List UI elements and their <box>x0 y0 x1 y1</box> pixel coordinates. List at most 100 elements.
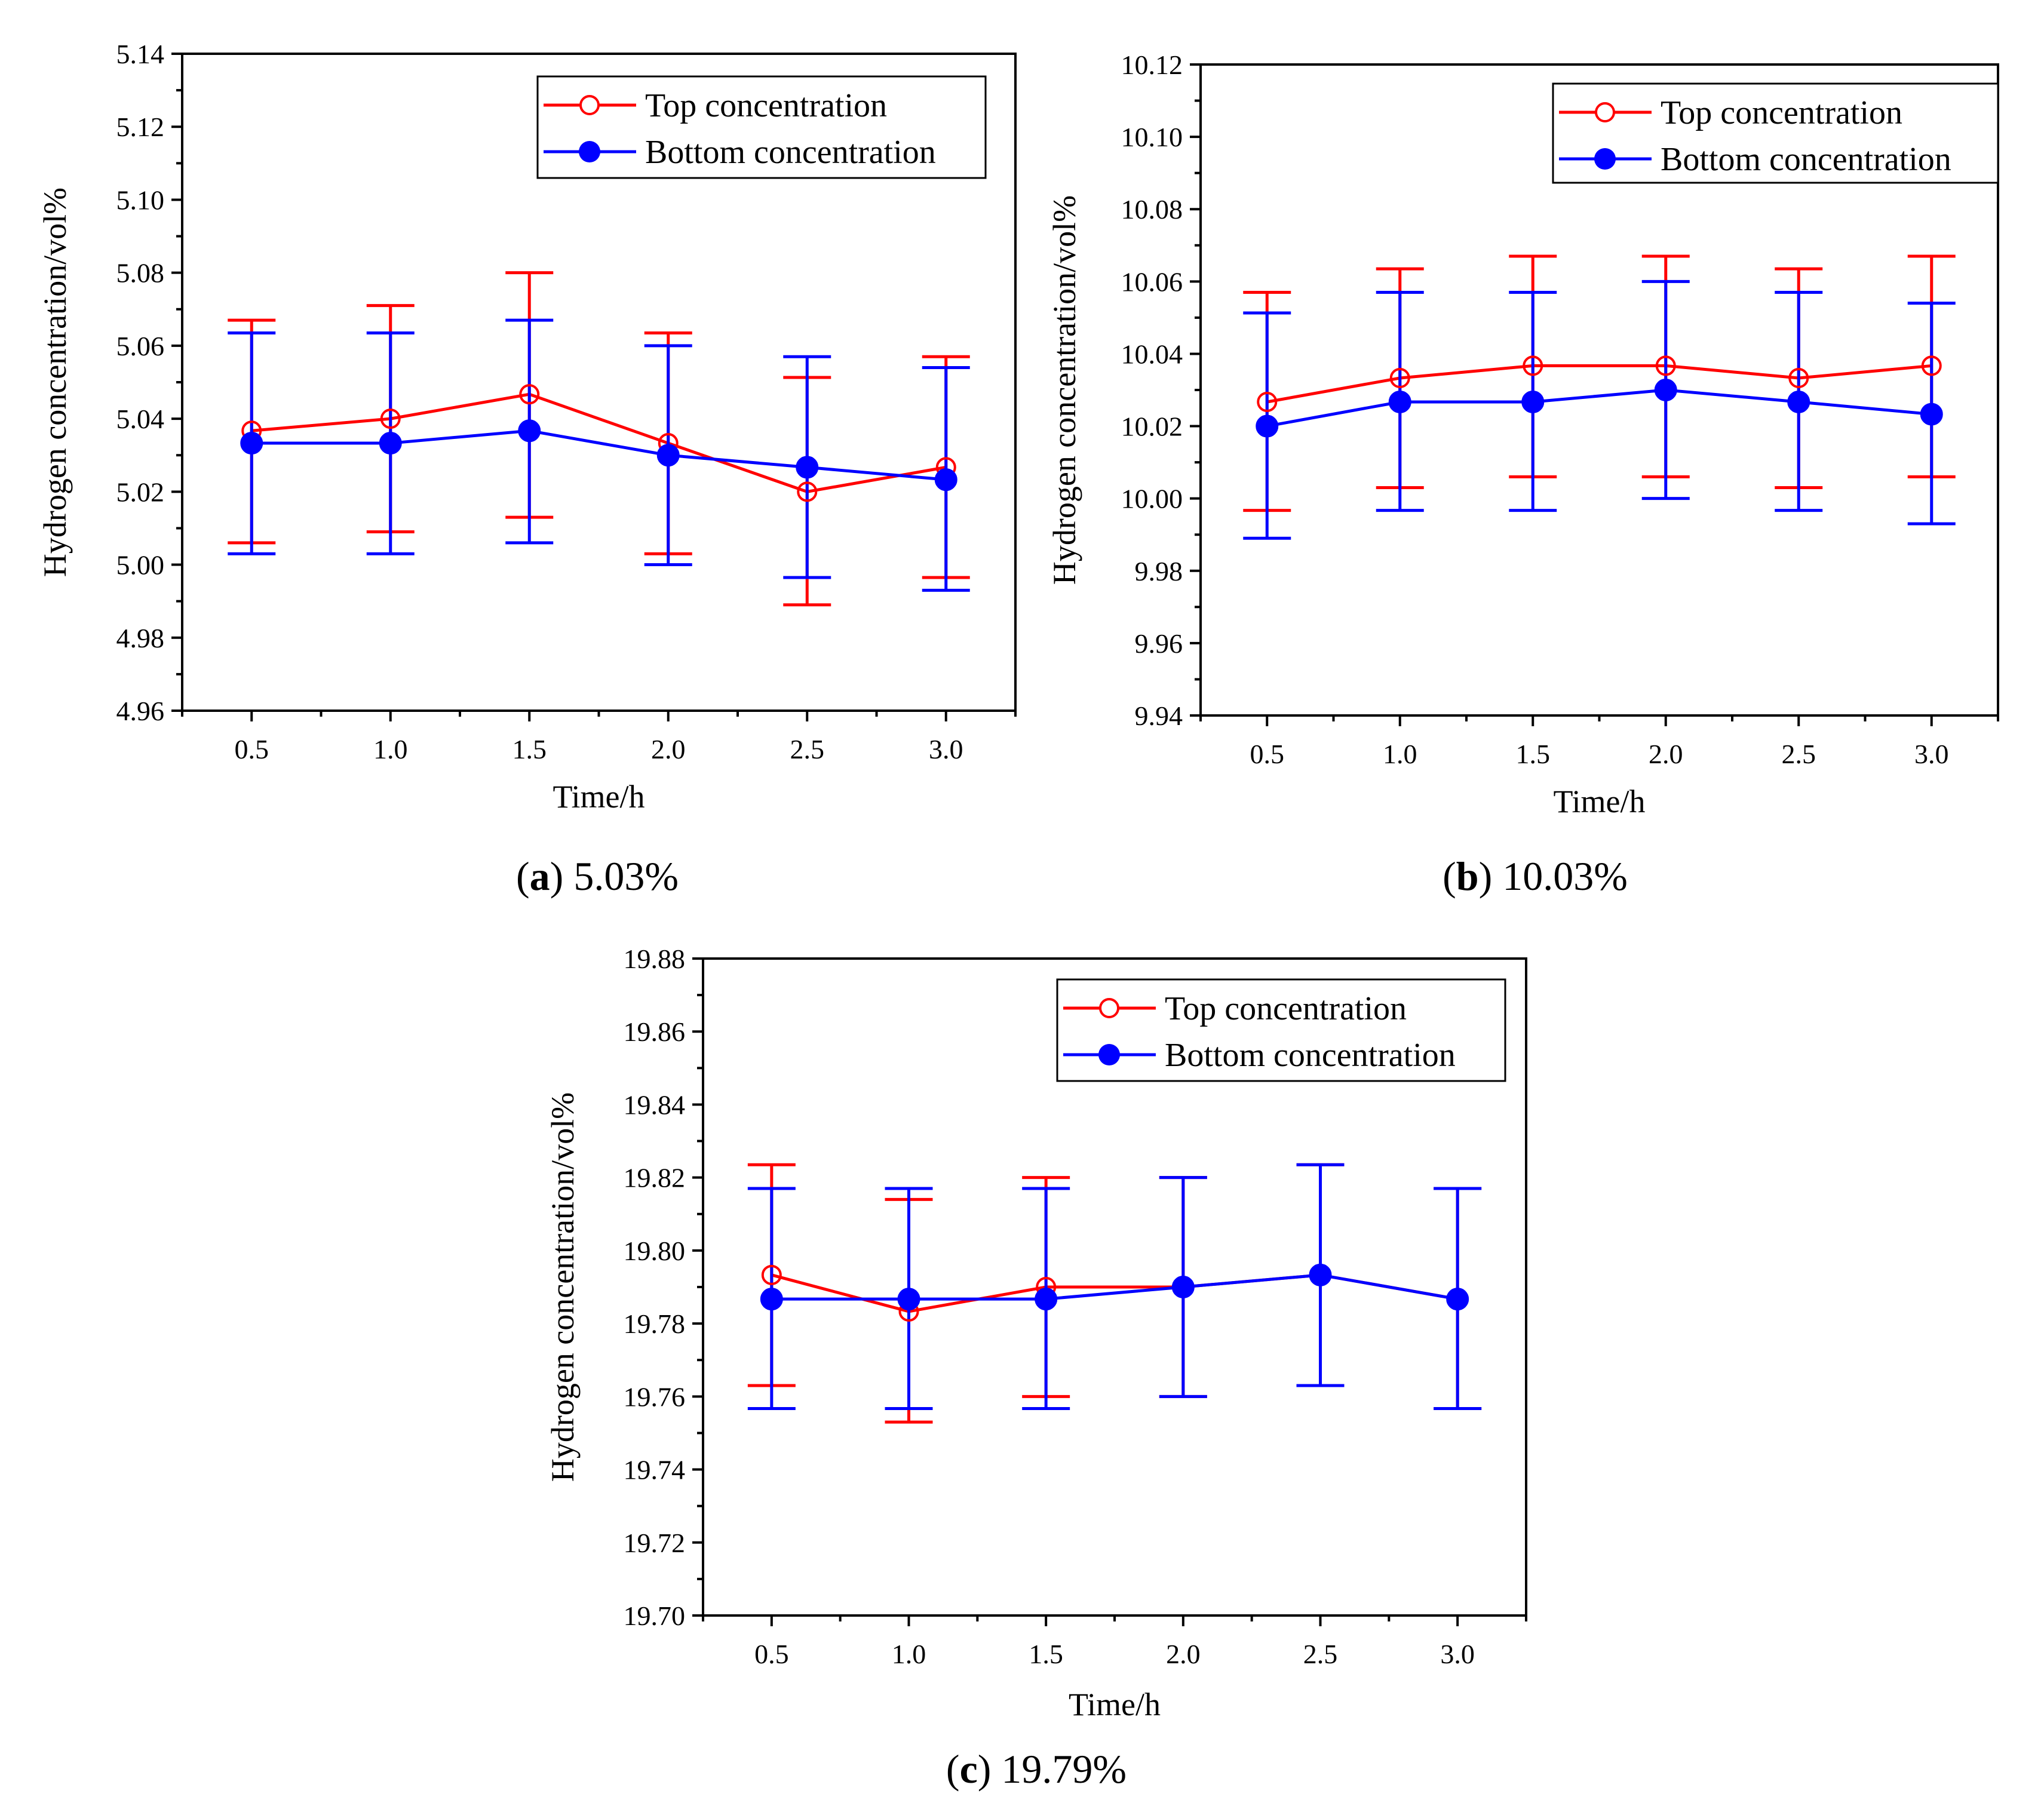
data-point <box>1655 355 1676 376</box>
data-point <box>656 444 680 467</box>
x-axis-title: Time/h <box>1553 784 1645 819</box>
data-point <box>240 432 263 455</box>
markers-bottom <box>240 419 957 492</box>
data-point <box>1257 391 1278 412</box>
legend-marker <box>579 141 600 162</box>
data-point <box>1921 355 1942 376</box>
x-tick-label: 1.5 <box>512 734 547 764</box>
x-tick-label: 2.0 <box>1649 739 1683 769</box>
y-tick-label: 4.96 <box>116 696 165 726</box>
series-line <box>1266 364 1932 404</box>
y-tick-label: 5.08 <box>116 258 165 288</box>
y-tick-label: 19.76 <box>624 1381 686 1412</box>
y-tick-label: 5.14 <box>116 39 165 69</box>
y-tick-label: 10.08 <box>1121 194 1183 225</box>
data-point <box>1920 403 1943 426</box>
y-axis-title: Hydrogen concentration/vol% <box>37 188 73 577</box>
x-tick-label: 1.0 <box>1383 739 1417 769</box>
series-line <box>251 392 947 493</box>
x-tick-label: 0.5 <box>754 1639 789 1669</box>
y-tick-label: 5.04 <box>116 404 165 434</box>
markers-bottom <box>1256 379 1943 438</box>
y-tick-label: 10.06 <box>1121 266 1183 297</box>
legend-box <box>1056 978 1506 1082</box>
y-tick-label: 5.10 <box>116 185 165 215</box>
x-tick-label: 3.0 <box>1440 1639 1475 1669</box>
legend-label: Top concentration <box>1661 94 1902 131</box>
data-point <box>1787 390 1810 413</box>
data-point <box>1388 390 1411 413</box>
y-tick-label: 9.96 <box>1135 628 1183 659</box>
markers-top <box>1257 355 1942 412</box>
data-point <box>760 1288 783 1311</box>
y-tick-label: 5.02 <box>116 477 165 507</box>
markers-bottom <box>760 1263 1469 1311</box>
data-point <box>1654 379 1677 401</box>
data-point <box>796 456 819 479</box>
data-point <box>897 1288 920 1311</box>
data-point <box>934 468 957 492</box>
x-tick-label: 0.5 <box>1250 739 1285 769</box>
legend: Top concentration Bottom concentration <box>1552 82 1999 184</box>
x-tick-label: 1.0 <box>892 1639 926 1669</box>
y-tick-label: 19.88 <box>624 944 686 974</box>
data-point <box>1521 390 1545 413</box>
series-line <box>251 429 946 481</box>
x-tick-label: 2.0 <box>1166 1639 1201 1669</box>
data-point <box>761 1264 782 1285</box>
x-tick-label: 2.5 <box>790 734 825 764</box>
y-tick-label: 19.78 <box>624 1309 686 1339</box>
y-tick-label: 5.00 <box>116 550 165 581</box>
caption: (c) 19.79% <box>946 1746 1127 1792</box>
x-axis-title: Time/h <box>553 779 644 815</box>
legend-label: Bottom concentration <box>1661 141 1951 178</box>
legend-marker <box>579 95 600 115</box>
data-point <box>1309 1263 1332 1286</box>
caption: (a) 5.03% <box>516 853 679 899</box>
legend-label: Bottom concentration <box>1165 1037 1456 1074</box>
chart-b: 9.94 9.96 9.98 10.00 10.02 10.04 10.06 10.08 10.… <box>1046 50 1999 899</box>
y-tick-label: 10.00 <box>1121 484 1183 514</box>
series-line <box>771 1273 1458 1301</box>
chart-a: 4.96 4.98 5.00 5.02 5.04 5.06 5.08 5.10 5.12 5.14… <box>37 39 1017 899</box>
data-point <box>1256 414 1279 438</box>
y-tick-label: 19.86 <box>624 1016 686 1047</box>
y-axis-title: Hydrogen concentration/vol% <box>545 1092 581 1482</box>
x-tick-label: 2.5 <box>1782 739 1816 769</box>
x-tick-label: 2.5 <box>1303 1639 1338 1669</box>
x-tick-label: 1.0 <box>373 734 408 764</box>
data-point <box>1788 368 1809 389</box>
data-point <box>1389 368 1410 389</box>
series-line <box>1266 388 1932 428</box>
y-tick-label: 9.98 <box>1135 556 1183 586</box>
y-tick-label: 19.72 <box>624 1528 686 1558</box>
y-tick-label: 4.98 <box>116 623 165 653</box>
x-axis-title: Time/h <box>1069 1687 1161 1722</box>
caption: (b) 10.03% <box>1443 853 1628 899</box>
y-tick-label: 19.70 <box>624 1601 686 1631</box>
legend-box <box>536 75 987 179</box>
data-point <box>380 409 401 429</box>
legend-marker <box>1098 1044 1120 1065</box>
y-tick-label: 19.80 <box>624 1236 686 1266</box>
x-tick-label: 3.0 <box>929 734 963 764</box>
x-tick-label: 2.0 <box>651 734 686 764</box>
data-point <box>519 384 540 405</box>
legend-label: Bottom concentration <box>645 134 936 171</box>
legend-marker <box>1594 148 1616 170</box>
y-tick-label: 10.12 <box>1121 50 1183 80</box>
y-tick-label: 9.94 <box>1135 701 1183 731</box>
y-tick-label: 10.02 <box>1121 411 1183 442</box>
data-point <box>797 481 818 502</box>
data-point <box>518 419 541 443</box>
y-axis-title: Hydrogen concentration/vol% <box>1046 195 1082 585</box>
data-point <box>379 432 402 455</box>
y-tick-label: 5.12 <box>116 112 165 142</box>
y-tick-label: 5.06 <box>116 331 165 361</box>
data-point <box>1171 1276 1195 1298</box>
data-point <box>1523 355 1543 376</box>
legend: Top concentration Bottom concentration <box>536 75 987 179</box>
y-tick-label: 10.04 <box>1121 339 1183 369</box>
